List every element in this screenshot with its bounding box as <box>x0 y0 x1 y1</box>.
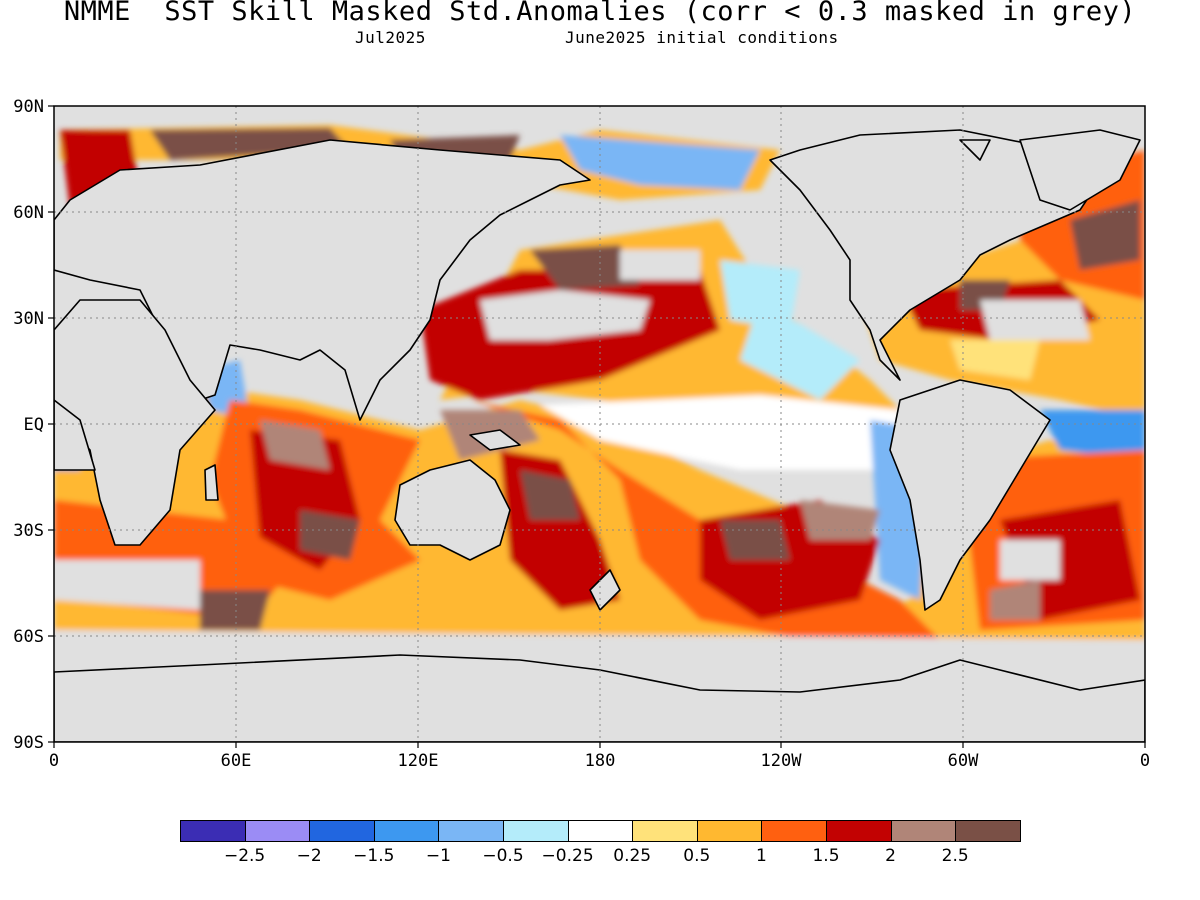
colorbar-label: 0.25 <box>613 846 652 866</box>
lon-label: 120W <box>761 751 803 771</box>
colorbar-label: −2 <box>296 846 322 866</box>
colorbar-swatch <box>373 820 440 842</box>
colorbar-label: 1 <box>755 846 767 866</box>
lon-label: 0 <box>1140 751 1150 771</box>
lon-label: 60E <box>221 751 252 771</box>
colorbar-swatch <box>180 820 246 842</box>
map-field <box>54 106 1145 742</box>
colorbar-swatch <box>761 820 827 842</box>
colorbar-swatch <box>567 820 634 842</box>
lat-label: 90S <box>13 733 44 753</box>
longitude-labels: 0 60E 120E 180 120W 60W 0 <box>49 751 1150 771</box>
colorbar-label: 2 <box>885 846 897 866</box>
colorbar-swatch <box>438 820 504 842</box>
colorbar-swatch <box>826 820 892 842</box>
lat-label: 60S <box>13 627 44 647</box>
colorbar-label: 0.5 <box>683 846 711 866</box>
colorbar-label: −1 <box>425 846 451 866</box>
lon-label: 180 <box>585 751 616 771</box>
graticule <box>54 106 1145 742</box>
lat-label: 60N <box>13 203 44 223</box>
colorbar-swatch <box>696 820 763 842</box>
colorbar-label: −0.25 <box>541 846 594 866</box>
lat-label: 30S <box>13 521 44 541</box>
colorbar-label: 1.5 <box>812 846 840 866</box>
continent-outlines <box>54 129 1145 742</box>
lon-label: 60W <box>948 751 979 771</box>
colorbar-label: −2.5 <box>223 846 266 866</box>
lat-label: 90N <box>13 97 44 117</box>
latitude-labels: 90N 60N 30N EQ 30S 60S 90S <box>13 97 44 753</box>
colorbar-swatch <box>632 820 698 842</box>
colorbar-swatch <box>955 820 1021 842</box>
axis-ticks <box>48 105 1146 748</box>
colorbar-label: 2.5 <box>941 846 969 866</box>
colorbar-label: −1.5 <box>353 846 395 866</box>
lat-label: 30N <box>13 309 44 329</box>
colorbar-swatch <box>890 820 957 842</box>
colorbar-swatch <box>244 820 311 842</box>
initial-conditions: June2025 initial conditions <box>565 28 839 47</box>
colorbar-swatch <box>503 820 569 842</box>
forecast-month: Jul2025 <box>355 28 426 47</box>
lon-label: 0 <box>49 751 59 771</box>
colorbar-swatch <box>309 820 375 842</box>
lon-label: 120E <box>398 751 439 771</box>
lat-label: EQ <box>24 415 44 435</box>
colorbar-label: −0.5 <box>482 846 524 866</box>
map-title: NMME SST Skill Masked Std.Anomalies (cor… <box>63 0 1137 27</box>
